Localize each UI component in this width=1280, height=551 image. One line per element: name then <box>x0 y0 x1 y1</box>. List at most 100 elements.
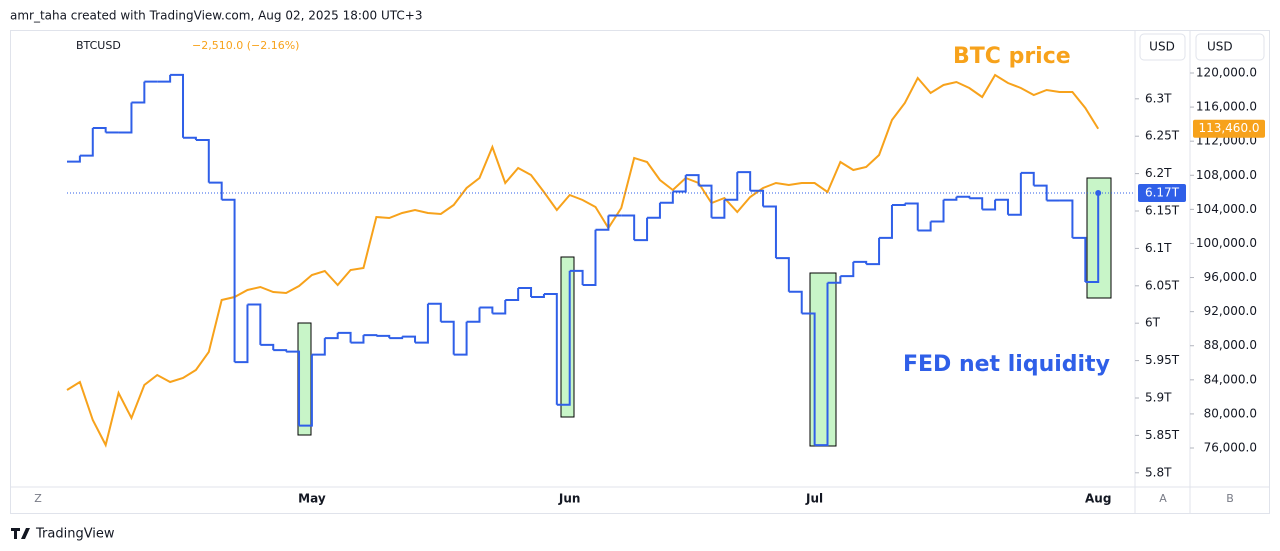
currency-button[interactable] <box>1139 33 1186 61</box>
step-segment <box>569 269 584 286</box>
highlight-box <box>560 256 575 418</box>
step-segment <box>788 290 803 314</box>
y2-tick-label: 80,000.0 <box>1204 406 1257 420</box>
currency-button[interactable] <box>1195 33 1265 61</box>
step-segment <box>672 175 687 193</box>
y2-tick-label: 108,000.0 <box>1196 168 1257 182</box>
step-segment <box>917 221 932 232</box>
step-segment <box>711 199 726 219</box>
y-tick-label: 5.85T <box>1145 428 1180 442</box>
step-segment <box>79 127 94 157</box>
step-segment <box>647 202 661 219</box>
step-segment <box>724 172 739 201</box>
step-segment <box>556 270 571 406</box>
price-line <box>66 73 1100 448</box>
step-segment <box>221 198 236 363</box>
step-segment <box>879 205 893 239</box>
y2-tick-label: 96,000.0 <box>1204 270 1257 284</box>
step-segment <box>518 287 533 298</box>
step-segment <box>582 229 597 287</box>
step-segment <box>840 261 855 278</box>
step-segment <box>1059 199 1074 238</box>
y-tick-label: 6.25T <box>1145 129 1180 143</box>
last-value-box <box>1193 119 1265 138</box>
step-segment <box>1020 171 1035 186</box>
x-tick-label: May <box>298 492 326 506</box>
brand-logo <box>11 528 30 539</box>
step-segment <box>208 181 223 200</box>
toolbar-button[interactable]: B <box>1226 492 1234 505</box>
step-segment <box>1033 184 1048 201</box>
x-tick-label: Jun <box>558 492 581 506</box>
y2-tick-label: 92,000.0 <box>1204 304 1257 318</box>
step-segment <box>969 197 984 210</box>
step-segment <box>1007 172 1022 216</box>
step-segment <box>170 73 185 138</box>
y-tick-label: 6.3T <box>1145 91 1172 105</box>
x-tick-label: Jul <box>805 492 823 506</box>
step-segment <box>904 202 919 231</box>
step-segment <box>634 217 649 242</box>
toolbar-button[interactable]: Z <box>34 492 42 505</box>
step-segment <box>453 321 468 356</box>
brand: TradingView <box>35 527 115 542</box>
toolbar-button[interactable]: A <box>1159 492 1167 505</box>
y-tick-label: 5.8T <box>1145 465 1172 479</box>
step-segment <box>363 334 378 337</box>
y2-tick-label: 88,000.0 <box>1204 338 1257 352</box>
currency-label[interactable]: USD <box>1207 40 1233 54</box>
y-tick-label: 5.9T <box>1145 390 1172 404</box>
step-segment <box>763 205 777 259</box>
step-segment <box>982 199 997 211</box>
step-segment <box>195 138 210 183</box>
step-segment <box>247 303 262 345</box>
step-segment <box>492 300 507 315</box>
step-segment <box>427 302 442 322</box>
step-segment <box>775 257 790 292</box>
step-segment <box>479 306 494 314</box>
step-segment <box>698 184 713 218</box>
step-segment <box>234 304 249 364</box>
step-segment <box>157 74 172 83</box>
step-segment <box>415 303 429 344</box>
step-segment <box>67 155 81 163</box>
y2-tick-label: 120,000.0 <box>1196 65 1257 79</box>
currency-label[interactable]: USD <box>1149 40 1175 54</box>
step-segment <box>92 126 107 133</box>
y-tick-label: 5.95T <box>1145 353 1180 367</box>
y-tick-label: 6.2T <box>1145 166 1172 180</box>
step-segment <box>505 288 520 302</box>
step-segment <box>930 199 945 223</box>
annotation: BTC price <box>953 44 1071 69</box>
step-segment <box>814 282 829 447</box>
chart-frame <box>10 30 1270 514</box>
x-tick-label: Aug <box>1085 492 1111 506</box>
step-segment <box>595 215 610 231</box>
step-segment <box>466 307 481 323</box>
last-value-box <box>1138 184 1186 203</box>
step-segment <box>337 331 352 343</box>
step-segment <box>866 237 881 266</box>
step-segment <box>685 174 700 186</box>
step-segment <box>440 320 455 355</box>
step-segment <box>311 338 326 356</box>
price-change: −2,510.0 (−2.16%) <box>192 39 299 52</box>
step-segment <box>801 312 816 446</box>
last-point <box>1095 190 1102 197</box>
y-tick-label: 6.15T <box>1145 204 1180 218</box>
y2-tick-label: 76,000.0 <box>1204 441 1257 455</box>
step-segment <box>1085 193 1100 284</box>
step-segment <box>324 332 339 340</box>
step-segment <box>827 276 842 284</box>
step-segment <box>131 81 146 104</box>
step-segment <box>995 198 1009 215</box>
y2-tick-label: 116,000.0 <box>1196 100 1257 114</box>
attribution: amr_taha created with TradingView.com, A… <box>10 9 422 23</box>
annotation: FED net liquidity <box>903 352 1110 377</box>
step-segment <box>299 354 313 427</box>
plot-area <box>66 73 1135 448</box>
step-segment <box>621 214 636 241</box>
y-tick-label: 6T <box>1145 316 1161 330</box>
step-segment <box>118 102 133 134</box>
